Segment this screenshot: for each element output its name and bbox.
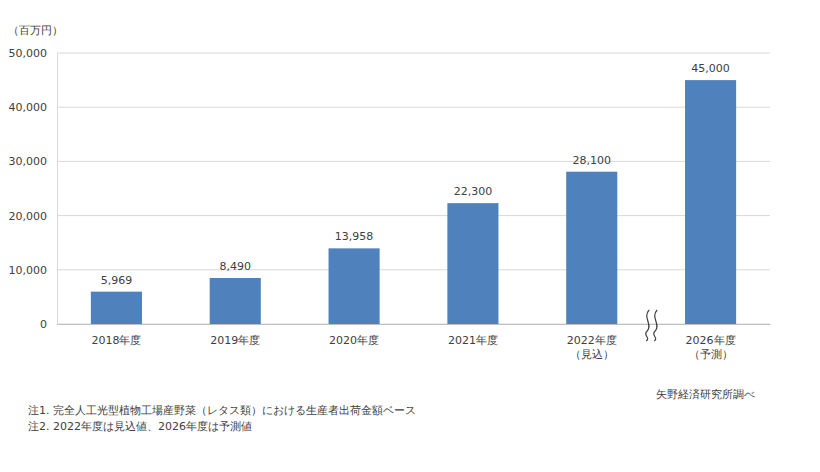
bar bbox=[329, 248, 380, 324]
x-tick-label-line: 2026年度 bbox=[686, 334, 736, 347]
x-tick-label: 2022年度（見込） bbox=[567, 334, 617, 361]
x-tick-label-line: 2021年度 bbox=[448, 334, 498, 347]
x-tick-label-line: 2019年度 bbox=[210, 334, 260, 347]
source: 矢野経済研究所調べ bbox=[656, 388, 755, 401]
bar bbox=[447, 203, 498, 324]
bar bbox=[685, 80, 736, 324]
y-axis: 0 10,000 20,000 30,000 40,000 50,000 bbox=[9, 47, 58, 331]
x-tick: 2026年度（予測） bbox=[686, 324, 736, 361]
data-label: 22,300 bbox=[454, 185, 493, 198]
notes: 注1. 完全人工光型植物工場産野菜（レタス類）における生産者出荷金額ベース注2.… bbox=[28, 404, 416, 433]
data-label: 5,969 bbox=[101, 274, 133, 287]
bar bbox=[210, 278, 261, 324]
x-tick: 2021年度 bbox=[448, 324, 498, 347]
x-tick-label: 2021年度 bbox=[448, 334, 498, 347]
x-tick-label: 2020年度 bbox=[329, 334, 379, 347]
grid-line bbox=[57, 269, 770, 270]
x-tick: 2020年度 bbox=[329, 324, 379, 347]
data-label: 45,000 bbox=[691, 62, 730, 75]
x-tick: 2022年度（見込） bbox=[567, 324, 617, 361]
y-tick: 50,000 bbox=[9, 47, 58, 60]
y-axis-line bbox=[57, 54, 58, 325]
grid-line bbox=[57, 215, 770, 216]
y-tick-label: 20,000 bbox=[9, 210, 48, 223]
grid-line bbox=[57, 107, 770, 108]
y-tick: 20,000 bbox=[9, 210, 58, 223]
y-tick-label: 50,000 bbox=[9, 47, 48, 60]
data-labels: 5,969 8,490 13,958 22,300 28,100 45,000 bbox=[101, 62, 730, 287]
data-label: 8,490 bbox=[220, 260, 252, 273]
x-axis: 2018年度 2019年度 2020年度 2021年度 2022年度（見込） 2026年度… bbox=[58, 324, 771, 361]
axis-break-line bbox=[646, 310, 650, 341]
note: 注1. 完全人工光型植物工場産野菜（レタス類）における生産者出荷金額ベース bbox=[28, 404, 416, 417]
x-tick-label: 2026年度（予測） bbox=[686, 334, 736, 361]
data-label: 13,958 bbox=[335, 230, 374, 243]
x-tick-label: 2019年度 bbox=[210, 334, 260, 347]
bar bbox=[566, 172, 617, 324]
y-tick-label: 40,000 bbox=[9, 101, 48, 114]
chart: 010,00020,00030,00040,00050,0002018年度201… bbox=[0, 0, 820, 472]
x-tick-label-line: （予測） bbox=[689, 348, 733, 361]
grid-line bbox=[57, 324, 770, 325]
y-tick-label: 30,000 bbox=[9, 155, 48, 168]
x-tick-label-line: 2018年度 bbox=[91, 334, 141, 347]
y-tick: 0 bbox=[40, 318, 57, 331]
axis-break-line bbox=[654, 310, 658, 341]
y-tick: 40,000 bbox=[9, 101, 58, 114]
y-tick: 10,000 bbox=[9, 264, 58, 277]
grid-line bbox=[57, 53, 770, 54]
data-label: 28,100 bbox=[573, 154, 612, 167]
note: 注2. 2022年度は見込値、2026年度は予測値 bbox=[28, 420, 252, 433]
y-tick-label: 10,000 bbox=[9, 264, 48, 277]
x-tick-label-line: （見込） bbox=[570, 348, 614, 361]
bar bbox=[91, 292, 142, 324]
grid-line bbox=[57, 161, 770, 162]
y-axis-title: （百万円） bbox=[8, 24, 63, 37]
y-tick-label: 0 bbox=[40, 318, 47, 331]
grid bbox=[57, 53, 770, 324]
x-tick-label-line: 2022年度 bbox=[567, 334, 617, 347]
x-tick: 2018年度 bbox=[91, 324, 141, 347]
bars bbox=[91, 80, 736, 324]
x-tick-label-line: 2020年度 bbox=[329, 334, 379, 347]
x-tick-label: 2018年度 bbox=[91, 334, 141, 347]
y-tick: 30,000 bbox=[9, 155, 58, 168]
x-tick: 2019年度 bbox=[210, 324, 260, 347]
x-axis-line bbox=[58, 324, 771, 325]
